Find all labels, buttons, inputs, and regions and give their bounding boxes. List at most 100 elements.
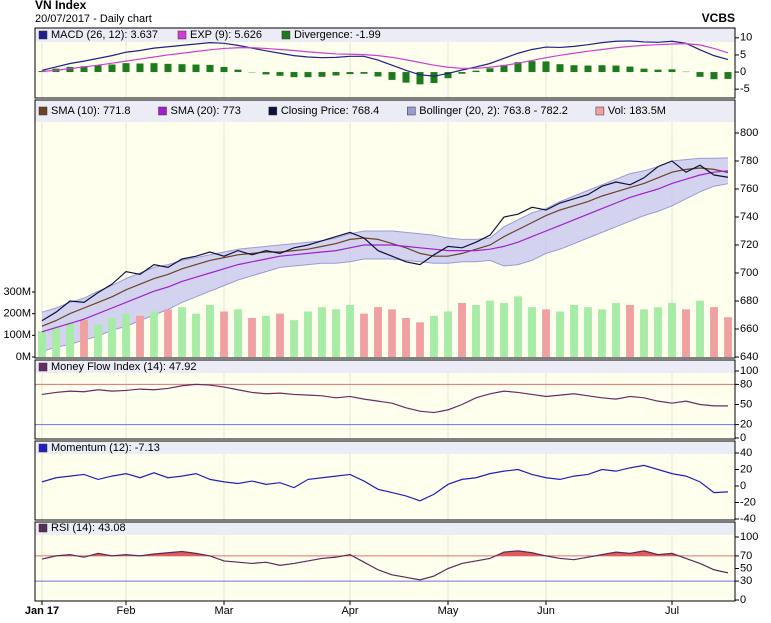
volume-bar xyxy=(444,311,452,357)
divergence-bar xyxy=(38,71,46,73)
divergence-bar xyxy=(164,63,172,73)
y-tick-label: 740 xyxy=(740,211,758,223)
legend-swatch xyxy=(38,30,48,40)
volume-bar xyxy=(458,302,466,357)
volume-bar xyxy=(416,322,424,357)
divergence-bar xyxy=(220,66,228,73)
plot-background xyxy=(35,441,735,520)
panel-border xyxy=(34,99,736,359)
y-tick-label: 800 xyxy=(740,127,758,139)
divergence-bar xyxy=(290,72,298,78)
divergence-bar xyxy=(640,68,648,73)
y-tick-label: 780 xyxy=(740,155,758,167)
divergence-bar xyxy=(80,66,88,73)
y-tick-label: 640 xyxy=(740,351,758,363)
y-tick-label: 680 xyxy=(740,295,758,307)
volume-bar xyxy=(38,331,46,357)
volume-bar xyxy=(584,307,592,357)
volume-bar xyxy=(388,309,396,357)
x-tick-label: Feb xyxy=(117,605,136,617)
x-tick-label: Mar xyxy=(215,605,234,617)
volume-bar xyxy=(192,313,200,357)
legend-background xyxy=(35,360,735,373)
chart-title: VN Index xyxy=(35,0,87,12)
legend-label: SMA (10): 771.8 xyxy=(51,105,131,117)
volume-bar xyxy=(346,305,354,357)
divergence-bar xyxy=(262,72,270,75)
legend-swatch xyxy=(177,30,187,40)
y-tick-label: 760 xyxy=(740,183,758,195)
y2-tick-label: 200M xyxy=(3,308,31,320)
y-tick-label: 100 xyxy=(740,365,758,377)
chart-subtitle: 20/07/2017 - Daily chart xyxy=(35,13,152,25)
volume-bar xyxy=(500,302,508,357)
volume-bar xyxy=(94,324,102,357)
y-tick-label: 700 xyxy=(740,267,758,279)
panel-border xyxy=(34,27,736,99)
x-tick-label: May xyxy=(438,605,459,617)
y-tick-label: 660 xyxy=(740,323,758,335)
divergence-bar xyxy=(612,65,620,73)
panel-border xyxy=(34,440,736,521)
divergence-bar xyxy=(234,69,242,73)
legend-label: MACD (26, 12): 3.637 xyxy=(51,29,158,41)
bollinger-upper xyxy=(41,157,729,313)
legend-swatch xyxy=(38,523,48,533)
legend-swatch xyxy=(407,106,416,116)
divergence-bar xyxy=(206,64,214,73)
volume-bar xyxy=(682,309,690,357)
volume-bar xyxy=(556,311,564,357)
volume-bar xyxy=(640,309,648,357)
volume-bar xyxy=(360,313,368,357)
series-line xyxy=(41,43,729,72)
y-tick-label: 50 xyxy=(740,562,752,574)
divergence-bar xyxy=(626,66,634,73)
series-line xyxy=(41,383,729,414)
divergence-bar xyxy=(374,72,382,77)
volume-bar xyxy=(528,307,536,357)
legend-swatch xyxy=(38,362,48,372)
divergence-bar xyxy=(710,72,718,80)
divergence-bar xyxy=(122,63,130,73)
legend-swatch xyxy=(38,443,48,453)
volume-bar xyxy=(248,318,256,357)
y2-tick-label: 0M xyxy=(16,351,31,363)
volume-bar xyxy=(178,307,186,357)
legend-label: Money Flow Index (14): 47.92 xyxy=(51,361,197,373)
divergence-bar xyxy=(276,72,284,76)
y-tick-label: -40 xyxy=(740,513,756,525)
y-tick-label: 5 xyxy=(740,49,746,61)
series-line xyxy=(41,170,729,333)
volume-bar xyxy=(430,315,438,357)
series-line xyxy=(41,550,729,581)
series-line xyxy=(41,167,729,327)
volume-bar xyxy=(332,309,340,357)
legend-label: EXP (9): 5.626 xyxy=(190,29,262,41)
divergence-bar xyxy=(108,64,116,73)
divergence-bar xyxy=(402,72,410,83)
volume-bar xyxy=(136,315,144,357)
legend-swatch xyxy=(268,106,278,116)
y2-tick-label: 100M xyxy=(3,329,31,341)
y-tick-label: 100 xyxy=(740,531,758,543)
legend-background xyxy=(35,100,735,122)
y-tick-label: 80 xyxy=(740,378,752,390)
volume-bar xyxy=(570,305,578,357)
volume-bar xyxy=(402,318,410,357)
legend-label: Bollinger (20, 2): 763.8 - 782.2 xyxy=(419,105,568,117)
divergence-bar xyxy=(528,61,536,73)
divergence-bar xyxy=(66,66,74,73)
x-tick-label: Apr xyxy=(341,605,358,617)
x-tick-label: Jun xyxy=(537,605,555,617)
panel-border xyxy=(34,359,736,440)
panel-border xyxy=(34,521,736,602)
legend-label: SMA (20): 773 xyxy=(171,105,241,117)
y-tick-label: 30 xyxy=(740,575,752,587)
volume-bar xyxy=(122,313,130,357)
volume-bar xyxy=(290,320,298,357)
divergence-bar xyxy=(346,72,354,75)
volume-bar xyxy=(220,311,228,357)
y-tick-label: 10 xyxy=(740,32,752,44)
legend-label: RSI (14): 43.08 xyxy=(51,522,126,534)
divergence-bar xyxy=(444,72,452,79)
